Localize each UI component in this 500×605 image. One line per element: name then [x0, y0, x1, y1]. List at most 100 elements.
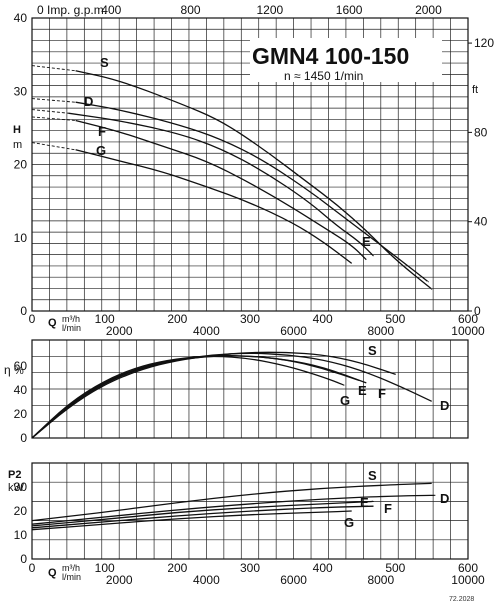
- curve-F-dashed: [31, 116, 76, 121]
- head-panel: 0 100 200 300 400 500 600 0 10 20 30 40 0 40 80 120 4…: [13, 3, 494, 338]
- power-frame: [31, 462, 469, 560]
- x-tick-label: 300: [240, 312, 260, 326]
- efficiency-grid: [32, 340, 468, 438]
- lmin-tick-label: 8000: [367, 324, 394, 338]
- head-top-ticks: 400 800 1200 1600 2000: [101, 3, 442, 17]
- footer-code: 72.2028: [449, 596, 474, 603]
- y-tick-label: 20: [14, 158, 28, 172]
- curve-label-S: S: [368, 468, 377, 483]
- efficiency-curves: [31, 351, 432, 439]
- x-tick-label: 200: [167, 312, 187, 326]
- y-tick-label: 0: [20, 431, 27, 445]
- lmin-tick-label: 10000: [451, 573, 485, 587]
- lmin-tick-label: 6000: [280, 573, 307, 587]
- lmin-tick-label: 2000: [106, 573, 133, 587]
- x-tick-label: 600: [458, 561, 478, 575]
- x-tick-label: 100: [95, 312, 115, 326]
- head-y-right-ticks: 0 40 80 120: [468, 36, 494, 318]
- y-tick-label: 30: [14, 84, 28, 98]
- efficiency-curve-labels: S D E F G: [340, 343, 449, 413]
- gpm-tick-label: 1200: [257, 3, 284, 17]
- gpm-tick-label: 400: [101, 3, 121, 17]
- chart-title: GMN4 100-150: [252, 43, 409, 69]
- y-tick-label: 40: [14, 11, 28, 25]
- power-q-label: Q: [48, 567, 57, 579]
- curve-label-S: S: [100, 55, 109, 70]
- lmin-tick-label: 6000: [280, 324, 307, 338]
- y-tick-label: 20: [14, 407, 28, 421]
- head-frame: [31, 17, 469, 312]
- head-y-ticks: 0 10 20 30 40: [14, 11, 28, 318]
- efficiency-panel: 0 20 40 60 S D E F G η %: [4, 339, 469, 445]
- x-tick-label: 400: [313, 312, 333, 326]
- curve-label-G: G: [340, 393, 350, 408]
- head-unit-m3h: m³/h: [62, 314, 80, 324]
- y-tick-label: 20: [14, 504, 28, 518]
- power-y-ticks: 0 10 20 30: [14, 480, 28, 566]
- efficiency-y-ticks: 0 20 40 60: [14, 359, 28, 445]
- y-tick-label: 0: [20, 304, 27, 318]
- y-tick-label: 60: [14, 359, 28, 373]
- head-y-right-label: ft: [472, 84, 478, 96]
- power-panel: 0 10 20 30 0 100 200 300 400 500 600 2000 4000 6000…: [8, 462, 485, 587]
- head-curves: [68, 70, 433, 290]
- x-tick-label: 600: [458, 312, 478, 326]
- x-tick-label: 500: [385, 561, 405, 575]
- curve-label-G: G: [344, 515, 354, 530]
- ft-tick-label: 120: [474, 36, 494, 50]
- efficiency-y-unit: %: [14, 365, 24, 377]
- lmin-tick-label: 10000: [451, 324, 485, 338]
- curve-F: [75, 119, 367, 261]
- curve-S: [31, 482, 432, 522]
- lmin-tick-label: 4000: [193, 324, 220, 338]
- power-y-unit: kW: [8, 482, 25, 494]
- efficiency-y-label: η: [4, 363, 11, 377]
- power-unit-lmin: l/min: [62, 572, 81, 582]
- curve-label-S: S: [368, 343, 377, 358]
- curve-D: [31, 352, 432, 439]
- y-tick-label: 40: [14, 383, 28, 397]
- curve-D: [75, 101, 429, 283]
- head-dashed-extensions: [31, 65, 76, 151]
- x-tick-label: 400: [313, 561, 333, 575]
- curve-G-dashed: [31, 142, 76, 151]
- y-tick-label: 10: [14, 231, 28, 245]
- curve-D: [31, 494, 436, 525]
- curve-F: [31, 505, 374, 529]
- curve-D-dashed: [31, 98, 76, 103]
- y-tick-label: 0: [20, 552, 27, 566]
- power-curves: [31, 482, 436, 531]
- x-tick-label: 200: [167, 561, 187, 575]
- x-tick-label: 0: [29, 561, 36, 575]
- head-grid: [32, 18, 468, 311]
- y-tick-label: 30: [14, 480, 28, 494]
- curve-label-F: F: [378, 386, 386, 401]
- head-x-ticks: 0 100 200 300 400 500 600: [29, 312, 479, 326]
- curve-label-G: G: [96, 143, 106, 158]
- power-x-ticks: 0 100 200 300 400 500 600: [29, 561, 479, 575]
- curve-S-dashed: [31, 65, 76, 72]
- head-unit-lmin: l/min: [62, 323, 81, 333]
- curve-E: [68, 112, 375, 257]
- power-lmin-ticks: 2000 4000 6000 8000 10000: [106, 573, 485, 587]
- chart-subtitle: n ≈ 1450 1/min: [284, 69, 363, 83]
- efficiency-frame: [31, 339, 469, 439]
- head-y-unit: m: [13, 139, 22, 151]
- curve-label-D: D: [440, 491, 449, 506]
- curve-label-F: F: [98, 124, 106, 139]
- x-tick-label: 500: [385, 312, 405, 326]
- lmin-tick-label: 4000: [193, 573, 220, 587]
- curve-label-D: D: [84, 94, 93, 109]
- gpm-tick-label: 2000: [415, 3, 442, 17]
- head-y-label: H: [13, 124, 21, 136]
- gpm-tick-label: 1600: [336, 3, 363, 17]
- power-grid: [32, 463, 468, 559]
- x-tick-label: 100: [95, 561, 115, 575]
- power-curve-labels: S D E F G: [344, 468, 449, 530]
- curve-S: [75, 70, 433, 290]
- head-q-axis-label: Q m³/h l/min: [48, 314, 81, 333]
- head-curve-labels: S D E FG: [84, 55, 371, 249]
- lmin-tick-label: 2000: [106, 324, 133, 338]
